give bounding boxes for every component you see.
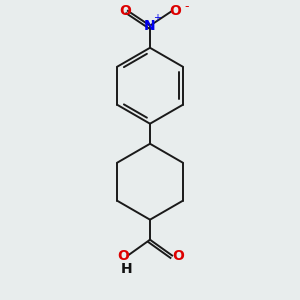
- Text: O: O: [119, 4, 131, 18]
- Text: O: O: [172, 248, 184, 262]
- Text: H: H: [121, 262, 133, 276]
- Text: N: N: [144, 19, 156, 33]
- Text: +: +: [153, 13, 161, 23]
- Text: O: O: [169, 4, 181, 18]
- Text: O: O: [118, 248, 130, 262]
- Text: -: -: [185, 0, 189, 13]
